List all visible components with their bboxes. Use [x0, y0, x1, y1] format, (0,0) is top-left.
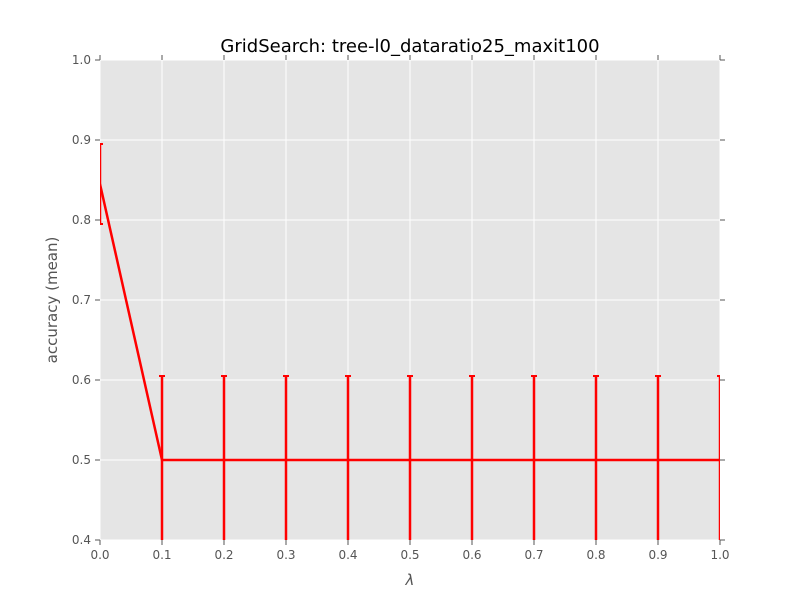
x-tick-label: 0.8 [586, 548, 605, 562]
x-tick-label: 0.0 [90, 548, 109, 562]
x-tick-label: 0.4 [338, 548, 357, 562]
x-tick-label: 0.1 [152, 548, 171, 562]
y-axis-label: accuracy (mean) [43, 237, 61, 364]
x-tick-label: 0.7 [524, 548, 543, 562]
x-tick-label: 0.9 [648, 548, 667, 562]
x-tick-label: 0.6 [462, 548, 481, 562]
x-tick-label: 0.5 [400, 548, 419, 562]
marks [100, 143, 720, 540]
y-tick-label: 0.7 [72, 293, 91, 307]
x-tick-label: 0.3 [276, 548, 295, 562]
chart-title: GridSearch: tree-l0_dataratio25_maxit100 [220, 36, 599, 57]
y-tick-label: 0.6 [72, 373, 91, 387]
x-tick-label: 1.0 [710, 548, 729, 562]
ticks [95, 55, 725, 545]
series-line [100, 183, 720, 462]
x-axis-label: λ [405, 571, 415, 589]
y-tick-label: 0.4 [72, 533, 91, 547]
y-tick-label: 0.8 [72, 213, 91, 227]
y-tick-label: 0.9 [72, 133, 91, 147]
tick-labels: 0.0 0.1 0.2 0.3 0.4 0.5 0.6 0.7 0.8 0.9 1.0 0.4 0.5 0… [72, 53, 730, 562]
x-tick-label: 0.2 [214, 548, 233, 562]
y-tick-label: 0.5 [72, 453, 91, 467]
y-tick-label: 1.0 [72, 53, 91, 67]
